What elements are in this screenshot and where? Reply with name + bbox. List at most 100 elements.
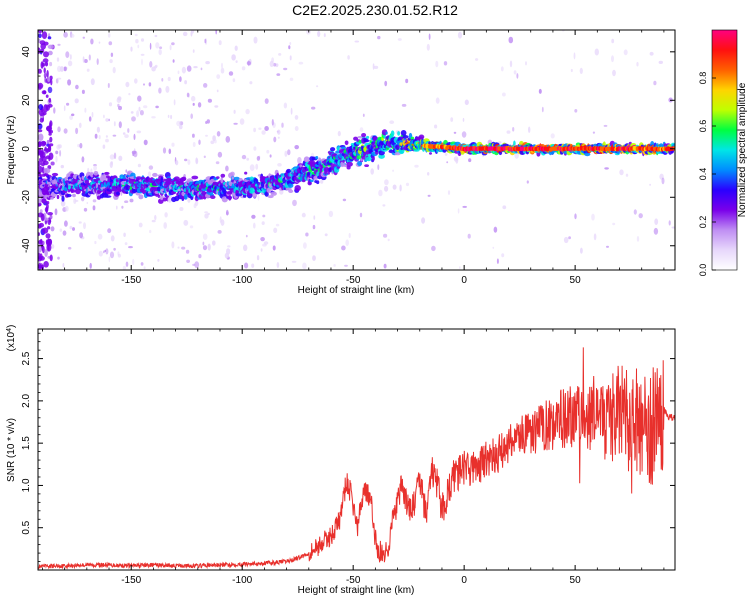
- heat-ridge: [307, 181, 312, 186]
- heat-noise: [192, 133, 195, 138]
- heat-ridge: [66, 193, 72, 198]
- heat-ridge: [220, 177, 224, 184]
- heat-noise: [47, 50, 53, 56]
- heat-noise: [88, 54, 91, 61]
- heat-noise: [638, 213, 643, 219]
- heat-noise: [64, 220, 68, 227]
- heat-noise: [207, 243, 211, 251]
- heat-noise: [294, 126, 299, 131]
- snr-x-tick-label: -150: [121, 575, 141, 586]
- heat-noise: [179, 207, 184, 211]
- heat-noise: [133, 133, 136, 140]
- heat-noise: [428, 33, 431, 40]
- heat-noise: [283, 102, 288, 109]
- heat-noise: [82, 56, 85, 63]
- colorbar-tick-label: 0.2: [698, 216, 708, 229]
- heat-ridge: [370, 145, 373, 152]
- heat-ridge: [316, 180, 320, 185]
- heat-ridge: [167, 196, 172, 203]
- heat-noise: [47, 212, 53, 216]
- heat-noise: [271, 119, 274, 126]
- heat-noise: [574, 109, 578, 113]
- heat-noise: [154, 64, 158, 68]
- heat-ridge: [95, 182, 99, 189]
- heat-noise: [284, 150, 288, 157]
- heat-noise: [53, 107, 56, 114]
- heat-noise: [311, 106, 316, 110]
- heat-ridge: [394, 152, 401, 156]
- heat-noise: [43, 41, 49, 46]
- heat-noise: [623, 49, 628, 56]
- heat-noise: [75, 84, 79, 90]
- heat-noise: [207, 98, 212, 103]
- heat-noise: [273, 227, 278, 233]
- heat-ridge: [216, 176, 220, 179]
- heat-ridge: [231, 176, 234, 180]
- heat-noise: [239, 118, 245, 125]
- heat-noise: [316, 85, 319, 88]
- heat-ridge: [133, 176, 137, 179]
- heat-noise: [294, 115, 299, 120]
- heat-noise: [220, 67, 225, 74]
- heat-noise: [55, 150, 59, 155]
- heat-noise: [184, 158, 188, 162]
- heat-noise: [148, 82, 152, 87]
- heat-noise: [232, 78, 236, 83]
- heat-noise: [92, 205, 96, 211]
- heat-noise: [303, 242, 307, 249]
- heat-ridge: [162, 197, 167, 202]
- heat-noise: [186, 259, 191, 263]
- heat-noise: [550, 133, 555, 139]
- heat-noise: [38, 68, 42, 74]
- heat-ridge: [173, 176, 180, 181]
- heat-noise: [38, 160, 41, 167]
- heat-noise: [370, 168, 375, 175]
- heat-noise: [298, 61, 304, 65]
- snr-y-tick-label: 2.0: [21, 393, 32, 407]
- heat-noise: [40, 61, 44, 69]
- heat-noise: [63, 105, 66, 112]
- heat-noise: [348, 233, 351, 238]
- heat-noise: [164, 212, 168, 218]
- heat-noise: [446, 161, 449, 164]
- heat-ridge: [43, 167, 51, 174]
- heat-noise: [43, 261, 49, 268]
- heat-noise: [63, 31, 68, 38]
- heat-noise: [462, 117, 465, 122]
- heat-noise: [108, 118, 110, 122]
- heat-noise: [345, 239, 350, 246]
- heat-noise: [302, 262, 307, 270]
- heat-ridge: [184, 193, 188, 200]
- heat-noise: [39, 209, 43, 214]
- spec-x-tick-label: -100: [232, 275, 252, 286]
- heat-noise: [86, 201, 89, 205]
- heat-noise: [103, 250, 105, 254]
- heat-noise: [192, 49, 195, 53]
- heat-noise: [278, 53, 282, 56]
- snr-y-tick-label: 2.5: [21, 351, 32, 365]
- heat-noise: [96, 58, 99, 65]
- heat-noise: [200, 67, 203, 71]
- heat-noise: [134, 78, 138, 84]
- heat-noise: [69, 115, 73, 120]
- heat-ridge: [330, 147, 336, 152]
- heat-noise: [171, 42, 175, 46]
- snr-x-tick-label: -50: [346, 575, 361, 586]
- heat-ridge: [413, 149, 420, 152]
- heat-noise: [98, 250, 103, 257]
- heat-noise: [81, 156, 85, 163]
- spec-x-tick-label: -150: [121, 275, 141, 286]
- heat-noise: [71, 113, 75, 117]
- heat-noise: [320, 179, 324, 184]
- heat-ridge: [50, 196, 54, 200]
- heat-noise: [122, 132, 126, 135]
- heat-noise: [48, 129, 52, 134]
- heat-noise: [177, 246, 180, 249]
- heat-noise: [90, 78, 95, 86]
- heat-noise: [392, 169, 394, 172]
- heat-noise: [44, 248, 48, 257]
- heat-noise: [137, 163, 141, 168]
- heat-ridge: [92, 174, 100, 177]
- heat-noise: [261, 221, 265, 226]
- heat-noise: [190, 31, 193, 37]
